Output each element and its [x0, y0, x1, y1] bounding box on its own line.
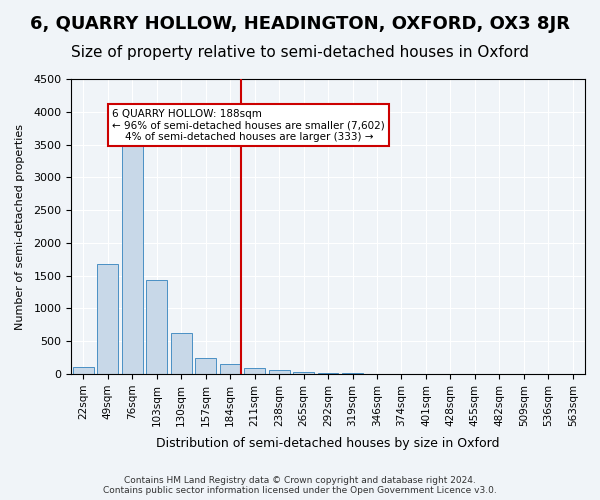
Bar [269, 370, 290, 374]
Bar [146, 280, 167, 374]
X-axis label: Distribution of semi-detached houses by size in Oxford: Distribution of semi-detached houses by … [157, 437, 500, 450]
Text: Contains HM Land Registry data © Crown copyright and database right 2024.
Contai: Contains HM Land Registry data © Crown c… [103, 476, 497, 495]
Y-axis label: Number of semi-detached properties: Number of semi-detached properties [15, 124, 25, 330]
Bar [196, 358, 216, 374]
Bar [97, 264, 118, 374]
Bar [317, 372, 338, 374]
Bar [171, 334, 191, 374]
Bar [220, 364, 241, 374]
Bar [293, 372, 314, 374]
Bar [122, 146, 143, 374]
Text: 6 QUARRY HOLLOW: 188sqm
← 96% of semi-detached houses are smaller (7,602)
    4%: 6 QUARRY HOLLOW: 188sqm ← 96% of semi-de… [112, 108, 385, 142]
Text: Size of property relative to semi-detached houses in Oxford: Size of property relative to semi-detach… [71, 45, 529, 60]
Bar [73, 368, 94, 374]
Bar [244, 368, 265, 374]
Text: 6, QUARRY HOLLOW, HEADINGTON, OXFORD, OX3 8JR: 6, QUARRY HOLLOW, HEADINGTON, OXFORD, OX… [30, 15, 570, 33]
